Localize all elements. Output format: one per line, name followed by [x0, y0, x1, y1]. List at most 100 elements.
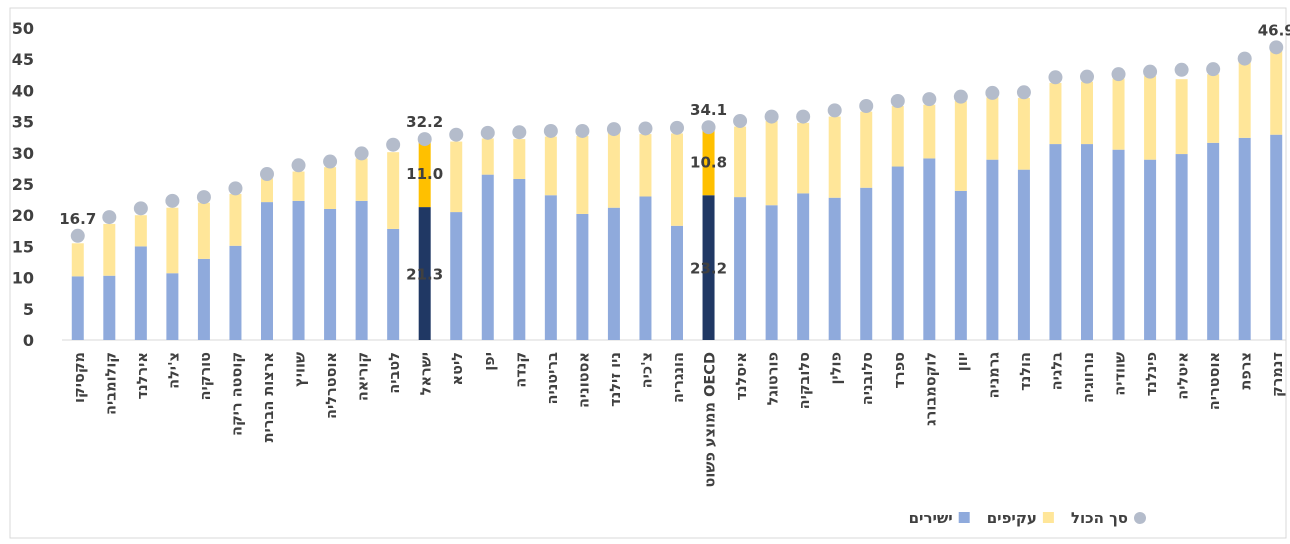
bar-segment	[765, 205, 778, 340]
bar-segment	[797, 193, 810, 340]
bar-segment	[1270, 51, 1283, 135]
bar-segment	[481, 174, 494, 340]
legend-marker	[1134, 512, 1146, 524]
bar-segment	[292, 200, 305, 340]
bar-segment	[734, 197, 747, 340]
x-tick-label: איסלנד	[734, 352, 750, 401]
y-tick-label: 10	[12, 269, 34, 288]
total-dot	[1048, 70, 1063, 85]
total-dot	[1143, 64, 1158, 79]
bar-segment	[986, 159, 999, 340]
bar-segment	[418, 207, 431, 340]
total-dot	[480, 125, 495, 140]
x-tick-label: ארצות הברית	[261, 352, 277, 442]
total-dot	[827, 103, 842, 118]
bar-segment	[1081, 81, 1093, 145]
bar-segment	[324, 167, 337, 209]
total-dot	[323, 154, 338, 169]
total-dot	[228, 181, 243, 196]
total-dot	[606, 122, 621, 137]
x-tick-label: פורטוגל	[766, 352, 782, 405]
bar-segment	[513, 179, 526, 340]
bar-segment	[166, 273, 179, 340]
bar-segment	[261, 178, 273, 203]
bar-segment	[1017, 169, 1030, 340]
bar-segment	[387, 152, 400, 229]
legend-marker	[958, 512, 970, 523]
x-tick-label: סלובניה	[860, 352, 876, 405]
total-dot	[575, 123, 590, 138]
total-dot	[102, 210, 117, 225]
x-tick-label: טורקיה	[198, 352, 214, 401]
bar-segment	[828, 197, 841, 340]
bar-segment	[229, 245, 242, 340]
bar-segment	[1081, 144, 1093, 340]
bar-segment	[639, 134, 652, 197]
bar-segment	[1175, 79, 1188, 155]
total-dot	[133, 201, 148, 216]
x-tick-label: ליטא	[450, 352, 466, 385]
value-label: 32.2	[406, 113, 443, 131]
total-dot	[985, 85, 1000, 100]
x-tick-label: הונגריה	[671, 352, 687, 403]
bar-segment	[71, 276, 84, 340]
x-tick-label: ניו זילנד	[608, 352, 624, 407]
bar-segment	[1144, 159, 1157, 340]
total-dot	[1016, 85, 1031, 100]
y-tick-label: 40	[12, 81, 34, 100]
x-tick-label: קנדה	[513, 352, 529, 388]
bar-segment	[1207, 142, 1220, 340]
bar-segment	[387, 228, 400, 340]
total-dot	[638, 121, 653, 136]
legend-label: ישירים	[909, 509, 953, 527]
bar-segment	[355, 158, 368, 201]
bar-segment	[71, 243, 84, 277]
bar-segment	[134, 215, 147, 247]
bar-segment	[292, 171, 305, 201]
x-tick-label: אוסטרליה	[324, 352, 340, 419]
total-dot	[260, 167, 274, 182]
bar-segment	[891, 166, 904, 340]
x-tick-label: צ'כיה	[639, 352, 655, 388]
bar-segment	[891, 106, 904, 167]
bar-segment	[544, 195, 557, 340]
x-tick-label: סלובקיה	[797, 352, 813, 410]
bar-segment	[103, 223, 116, 276]
bar-segment	[1238, 137, 1251, 340]
value-label: 34.1	[690, 101, 727, 119]
total-dot	[1080, 69, 1094, 84]
bar-segment	[513, 139, 526, 180]
total-dot	[543, 123, 558, 138]
total-dot	[733, 113, 748, 128]
y-tick-label: 20	[12, 206, 34, 225]
bar-segment	[860, 187, 873, 340]
bar-segment	[860, 111, 873, 188]
x-tick-label: פולין	[829, 352, 845, 385]
bar-segment	[324, 208, 337, 340]
y-tick-label: 30	[12, 144, 34, 163]
total-dot	[1111, 67, 1126, 82]
bar-segment	[355, 200, 368, 340]
bar-segment	[481, 138, 494, 175]
bar-segment	[166, 207, 179, 274]
bar-segment	[1112, 78, 1125, 150]
total-dot	[670, 120, 684, 135]
bar-segment	[954, 190, 967, 340]
y-tick-label: 5	[23, 300, 34, 319]
bar-segment	[671, 133, 683, 226]
bar-segment	[197, 202, 210, 259]
x-tick-label: אוסטריה	[1207, 352, 1223, 410]
bar-segment	[954, 101, 967, 191]
bar-segment	[1049, 82, 1062, 145]
bar-segment	[607, 132, 620, 208]
bar-segment	[1270, 134, 1283, 340]
y-tick-label: 35	[12, 113, 34, 132]
chart-frame	[9, 7, 1287, 539]
x-tick-label: שוודיה	[1113, 352, 1129, 396]
total-dot	[1237, 51, 1252, 66]
bar-segment	[418, 138, 431, 208]
bar-segment	[261, 202, 273, 340]
y-tick-label: 0	[23, 331, 34, 350]
bar-segment	[828, 116, 841, 198]
bar-segment	[923, 104, 936, 159]
